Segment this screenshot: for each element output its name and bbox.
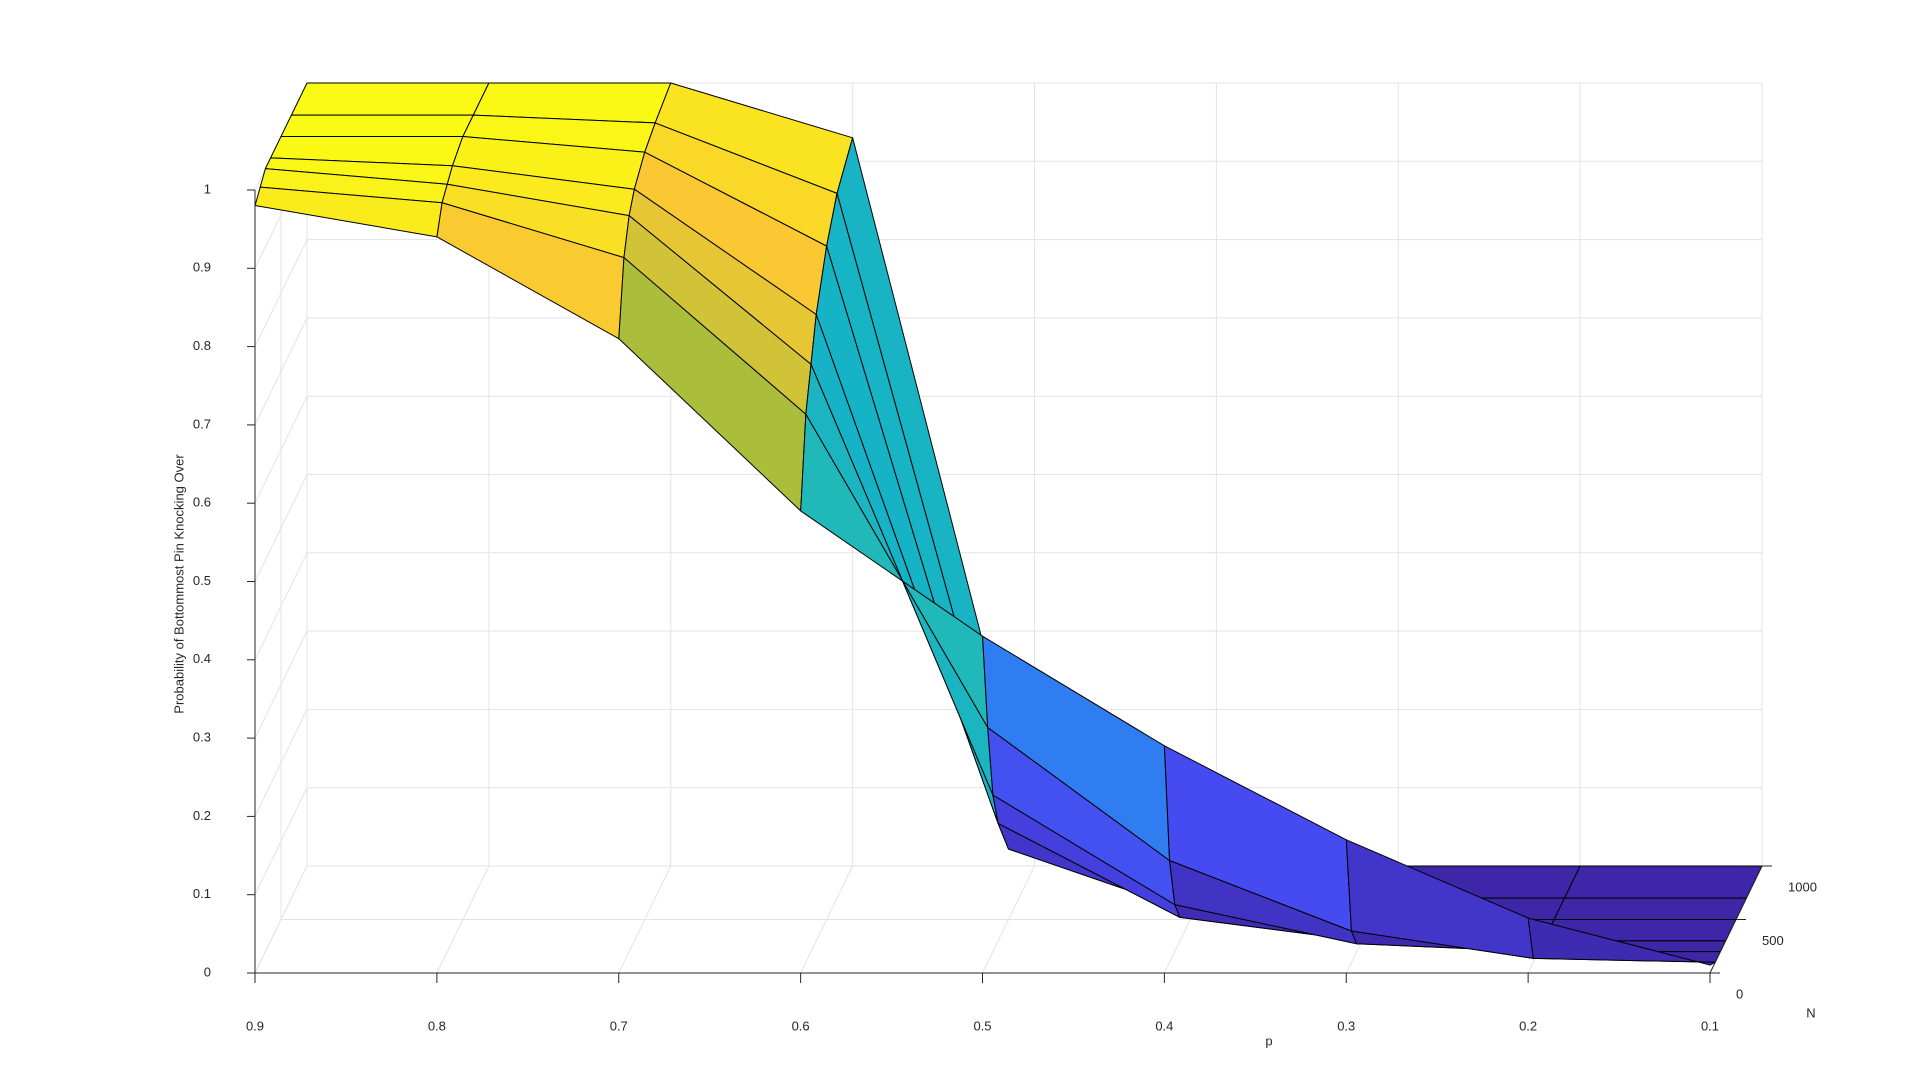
y-tick-label: 0 <box>1736 986 1743 1001</box>
y-tick-label: 1000 <box>1788 879 1817 894</box>
x-tick-label: 0.6 <box>792 1018 810 1033</box>
z-tick-label: 0.5 <box>193 573 211 588</box>
x-tick-label: 0.5 <box>973 1018 991 1033</box>
y-axis-label: N <box>1806 1005 1815 1020</box>
z-tick-label: 0.8 <box>193 338 211 353</box>
z-tick-label: 0.7 <box>193 416 211 431</box>
z-tick-label: 0 <box>204 964 211 979</box>
z-tick-label: 0.6 <box>193 495 211 510</box>
x-tick-label: 0.1 <box>1701 1018 1719 1033</box>
z-tick-label: 0.3 <box>193 730 211 745</box>
x-tick-label: 0.2 <box>1519 1018 1537 1033</box>
surface-patch <box>290 82 490 116</box>
x-tick-label: 0.4 <box>1155 1018 1173 1033</box>
x-tick-label: 0.9 <box>246 1018 264 1033</box>
z-tick-label: 1 <box>204 181 211 196</box>
z-tick-label: 0.1 <box>193 886 211 901</box>
z-tick-label: 0.9 <box>193 260 211 275</box>
y-tick-label: 500 <box>1762 933 1784 948</box>
x-tick-label: 0.7 <box>610 1018 628 1033</box>
x-tick-label: 0.3 <box>1337 1018 1355 1033</box>
z-axis-label: Probability of Bottommost Pin Knocking O… <box>171 454 186 714</box>
x-axis-label: p <box>1265 1033 1272 1048</box>
x-tick-label: 0.8 <box>428 1018 446 1033</box>
z-tick-label: 0.4 <box>193 651 211 666</box>
surface-patch <box>280 114 474 137</box>
surface-patch <box>1564 865 1763 899</box>
z-tick-label: 0.2 <box>193 808 211 823</box>
surface-patch <box>1553 897 1747 920</box>
